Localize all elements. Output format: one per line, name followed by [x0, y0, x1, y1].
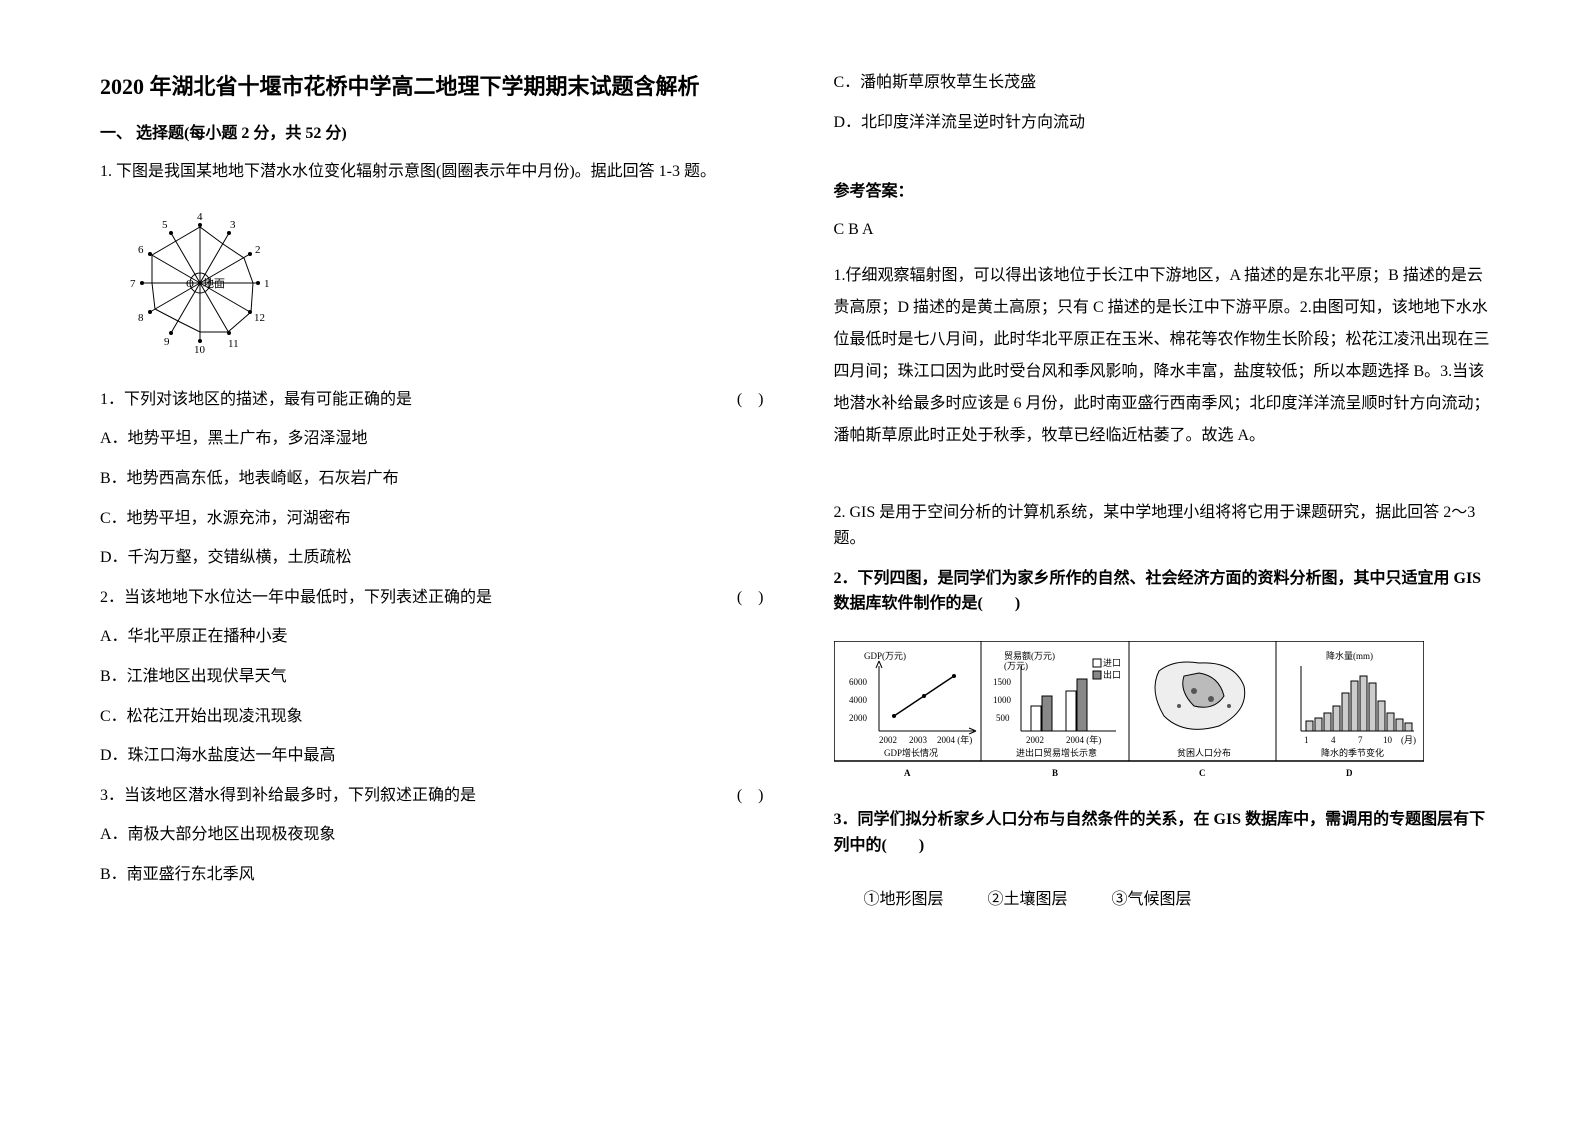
answer-block: 参考答案： C B A 1.仔细观察辐射图，可以得出该地位于长江中下游地区，A …: [834, 179, 1498, 470]
q1-3-B: B．南亚盛行东北季风: [100, 862, 764, 888]
svg-text:D: D: [1346, 768, 1353, 778]
explanation: 1.仔细观察辐射图，可以得出该地位于长江中下游地区，A 描述的是东北平原；B 描…: [834, 260, 1498, 452]
tick-10: 10: [194, 344, 206, 356]
section-heading: 一、 选择题(每小题 2 分，共 52 分): [100, 121, 764, 147]
svg-text:2004 (年): 2004 (年): [1066, 734, 1101, 745]
svg-text:GDP(万元): GDP(万元): [864, 651, 906, 661]
q1-1-A: A．地势平坦，黑土广布，多沼泽湿地: [100, 426, 764, 452]
svg-text:降水的季节变化: 降水的季节变化: [1321, 747, 1384, 758]
radial-diagram: 1 2 3 4 5 6 7 8 9 10 11 12 O 地面: [110, 208, 764, 367]
center-sub: 地面: [203, 277, 225, 290]
tick-5: 5: [162, 219, 168, 231]
q1-2-text: 2．当该地地下水位达一年中最低时，下列表述正确的是: [100, 585, 492, 611]
paren: ( ): [737, 585, 764, 611]
svg-text:2003: 2003: [909, 735, 928, 745]
right-column: C．潘帕斯草原牧草生长茂盛 D．北印度洋洋流呈逆时针方向流动 参考答案： C B…: [814, 70, 1498, 1082]
q1-2-B: B．江淮地区出现伏旱天气: [100, 664, 764, 690]
svg-text:B: B: [1052, 768, 1058, 778]
answer-letters: C B A: [834, 217, 1498, 243]
svg-text:4000: 4000: [849, 695, 868, 705]
tick-3: 3: [230, 219, 236, 231]
paren: ( ): [737, 387, 764, 413]
svg-text:2004 (年): 2004 (年): [937, 734, 972, 745]
tick-6: 6: [138, 244, 144, 256]
q1-intro: 1. 下图是我国某地地下潜水水位变化辐射示意图(圆圈表示年中月份)。据此回答 1…: [100, 159, 764, 185]
svg-text:1000: 1000: [993, 695, 1012, 705]
q1-2-A: A．华北平原正在播种小麦: [100, 624, 764, 650]
tick-8: 8: [138, 312, 144, 324]
q1-1-stem: 1．下列对该地区的描述，最有可能正确的是 ( ): [100, 387, 764, 413]
q1-2-C: C．松花江开始出现凌汛现象: [100, 704, 764, 730]
svg-text:2000: 2000: [849, 713, 868, 723]
tick-1: 1: [264, 278, 270, 290]
layer-list: ①地形图层 ②土壤图层 ③气候图层: [834, 887, 1498, 913]
svg-text:贸易额(万元): 贸易额(万元): [1004, 650, 1055, 661]
svg-text:(万元): (万元): [1004, 661, 1028, 671]
tick-9: 9: [164, 336, 170, 348]
svg-text:7: 7: [1358, 735, 1363, 745]
svg-text:500: 500: [996, 713, 1010, 723]
q1-1-D: D．千沟万壑，交错纵横，土质疏松: [100, 545, 764, 571]
svg-text:4: 4: [1331, 735, 1336, 745]
q1-1-B: B．地势西高东低，地表崎岖，石灰岩广布: [100, 466, 764, 492]
q1-3-stem: 3．当该地区潜水得到补给最多时，下列叙述正确的是 ( ): [100, 783, 764, 809]
svg-text:出口: 出口: [1103, 669, 1121, 680]
svg-text:10: 10: [1383, 735, 1393, 745]
svg-text:GDP增长情况: GDP增长情况: [884, 747, 938, 758]
tick-11: 11: [228, 338, 239, 350]
svg-text:1500: 1500: [993, 677, 1012, 687]
svg-text:1: 1: [1304, 735, 1309, 745]
q1-2-stem: 2．当该地地下水位达一年中最低时，下列表述正确的是 ( ): [100, 585, 764, 611]
q1-3-D: D．北印度洋洋流呈逆时针方向流动: [834, 110, 1498, 136]
paren: ( ): [737, 783, 764, 809]
svg-text:2002: 2002: [1026, 735, 1044, 745]
q1-1-C: C．地势平坦，水源充沛，河湖密布: [100, 506, 764, 532]
tick-7: 7: [130, 278, 136, 290]
svg-text:(月): (月): [1401, 735, 1416, 745]
layer-3: ③气候图层: [1112, 891, 1192, 908]
tick-2: 2: [255, 244, 261, 256]
left-column: 2020 年湖北省十堰市花桥中学高二地理下学期期末试题含解析 一、 选择题(每小…: [100, 70, 814, 1082]
q1-3-C: C．潘帕斯草原牧草生长茂盛: [834, 70, 1498, 96]
q2-2-stem: 2．下列四图，是同学们为家乡所作的自然、社会经济方面的资料分析图，其中只适宜用 …: [834, 566, 1498, 617]
q1-2-D: D．珠江口海水盐度达一年中最高: [100, 743, 764, 769]
tick-4: 4: [197, 211, 203, 223]
gis-panels: GDP(万元) 2000 4000 6000 2002 2003 2004 (年…: [834, 641, 1498, 790]
page-title: 2020 年湖北省十堰市花桥中学高二地理下学期期末试题含解析: [100, 70, 764, 103]
q1-1-text: 1．下列对该地区的描述，最有可能正确的是: [100, 387, 412, 413]
q1-3-text: 3．当该地区潜水得到补给最多时，下列叙述正确的是: [100, 783, 476, 809]
tick-12: 12: [254, 312, 265, 324]
svg-text:2002: 2002: [879, 735, 897, 745]
svg-text:C: C: [1199, 768, 1206, 778]
svg-text:A: A: [904, 768, 911, 778]
layer-1: ①地形图层: [864, 891, 944, 908]
answer-heading: 参考答案：: [834, 179, 1498, 205]
svg-text:贫困人口分布: 贫困人口分布: [1177, 747, 1231, 758]
q1-3-A: A．南极大部分地区出现极夜现象: [100, 822, 764, 848]
layer-2: ②土壤图层: [988, 891, 1068, 908]
svg-text:进出口贸易增长示意: 进出口贸易增长示意: [1016, 747, 1097, 758]
q2-intro: 2. GIS 是用于空间分析的计算机系统，某中学地理小组将将它用于课题研究，据此…: [834, 500, 1498, 551]
center-o: O: [186, 278, 194, 290]
svg-text:6000: 6000: [849, 677, 868, 687]
svg-text:降水量(mm): 降水量(mm): [1326, 650, 1373, 661]
svg-text:进口: 进口: [1103, 658, 1121, 668]
q2-3-stem: 3．同学们拟分析家乡人口分布与自然条件的关系，在 GIS 数据库中，需调用的专题…: [834, 807, 1498, 858]
